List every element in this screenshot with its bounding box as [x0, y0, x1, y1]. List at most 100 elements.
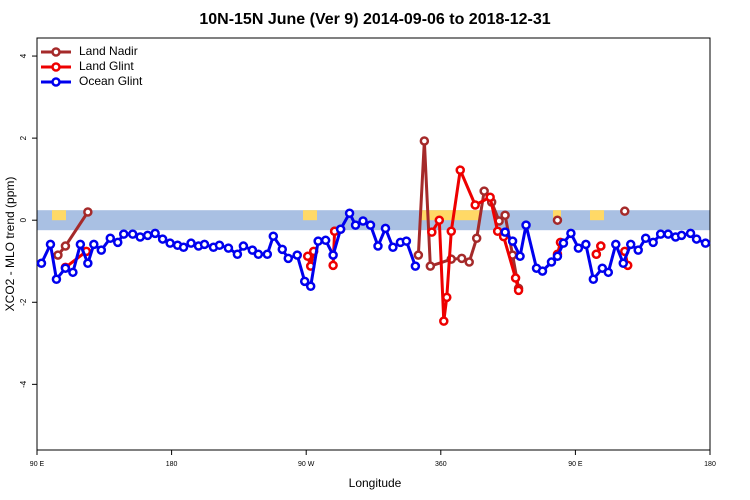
x-tick-label: 360 — [435, 461, 447, 468]
data-point — [439, 316, 449, 326]
data-point — [485, 192, 495, 202]
data-point — [127, 229, 138, 239]
data-point — [456, 253, 467, 264]
data-point — [45, 239, 56, 250]
data-point — [302, 251, 313, 262]
data-point — [232, 249, 243, 260]
data-point — [625, 239, 636, 250]
land-band — [303, 210, 317, 221]
data-point — [648, 237, 658, 248]
data-point — [320, 235, 331, 246]
data-point — [113, 237, 123, 248]
data-point — [596, 241, 606, 251]
plot-frame — [36, 37, 711, 451]
data-point — [83, 207, 93, 217]
data-point — [464, 257, 474, 267]
data-point — [611, 239, 621, 250]
x-tick-label: 90 E — [30, 461, 45, 468]
data-point — [685, 228, 696, 239]
data-point — [537, 266, 548, 276]
data-point — [283, 253, 294, 264]
data-point — [618, 258, 629, 269]
data-point — [558, 238, 569, 248]
legend-marker — [51, 62, 61, 72]
data-point — [53, 250, 63, 260]
data-point — [552, 215, 563, 225]
data-point — [350, 220, 361, 230]
data-point — [328, 250, 338, 260]
data-point — [305, 281, 316, 292]
legend-label: Ocean Glint — [79, 74, 143, 88]
data-point — [700, 238, 711, 248]
data-point — [335, 224, 346, 234]
data-point — [268, 231, 279, 241]
data-point — [186, 238, 196, 248]
data-point — [223, 243, 234, 253]
data-point — [150, 228, 160, 239]
data-point — [60, 241, 71, 251]
data-point — [515, 251, 525, 262]
y-tick-label: -2 — [19, 298, 28, 306]
data-point — [566, 228, 576, 239]
data-point — [552, 251, 563, 262]
data-point — [633, 245, 643, 255]
data-point — [365, 220, 376, 230]
data-point — [358, 216, 368, 226]
y-tick-label: 0 — [19, 217, 28, 222]
data-point — [427, 227, 437, 237]
x-tick-label: 180 — [166, 461, 178, 468]
land-band — [420, 210, 480, 221]
data-point — [510, 273, 521, 283]
data-point — [299, 276, 310, 287]
series-line — [64, 164, 630, 322]
data-point — [573, 243, 584, 253]
data-point — [471, 233, 482, 244]
data-point — [410, 261, 421, 271]
data-point — [68, 267, 78, 278]
data-point — [500, 227, 510, 237]
data-point — [214, 240, 225, 250]
y-tick-label: 2 — [19, 135, 28, 140]
legend-label: Land Nadir — [79, 44, 138, 58]
land-band — [553, 210, 561, 221]
data-point — [199, 239, 210, 250]
data-point — [401, 236, 412, 246]
data-point — [500, 210, 510, 221]
data-point — [388, 242, 398, 253]
data-point — [142, 230, 153, 241]
data-point — [60, 263, 71, 273]
land-band — [590, 210, 604, 221]
data-point — [655, 229, 666, 239]
data-point — [425, 261, 436, 271]
data-point — [83, 258, 93, 269]
data-point — [676, 230, 687, 241]
data-point — [247, 245, 258, 255]
data-point — [292, 250, 302, 260]
data-point — [455, 165, 465, 175]
data-point — [546, 257, 557, 267]
data-point — [238, 241, 249, 251]
data-point — [434, 215, 445, 225]
data-point — [620, 206, 630, 216]
data-point — [328, 260, 338, 271]
data-point — [277, 244, 288, 255]
x-axis-label: Longitude — [349, 476, 402, 490]
data-point — [513, 285, 524, 296]
data-point — [419, 136, 430, 146]
data-point — [581, 239, 591, 250]
y-tick-label: 4 — [19, 53, 28, 58]
data-point — [253, 249, 264, 260]
x-tick-label: 180 — [704, 461, 716, 468]
data-point — [603, 267, 614, 278]
data-point — [313, 236, 323, 246]
data-point — [157, 234, 168, 244]
legend-marker — [51, 77, 61, 87]
data-point — [118, 229, 129, 239]
data-point — [591, 249, 602, 260]
legend-marker — [51, 47, 61, 57]
data-point — [262, 249, 273, 260]
data-point — [521, 220, 531, 230]
data-point — [588, 274, 599, 285]
data-point — [135, 232, 145, 242]
